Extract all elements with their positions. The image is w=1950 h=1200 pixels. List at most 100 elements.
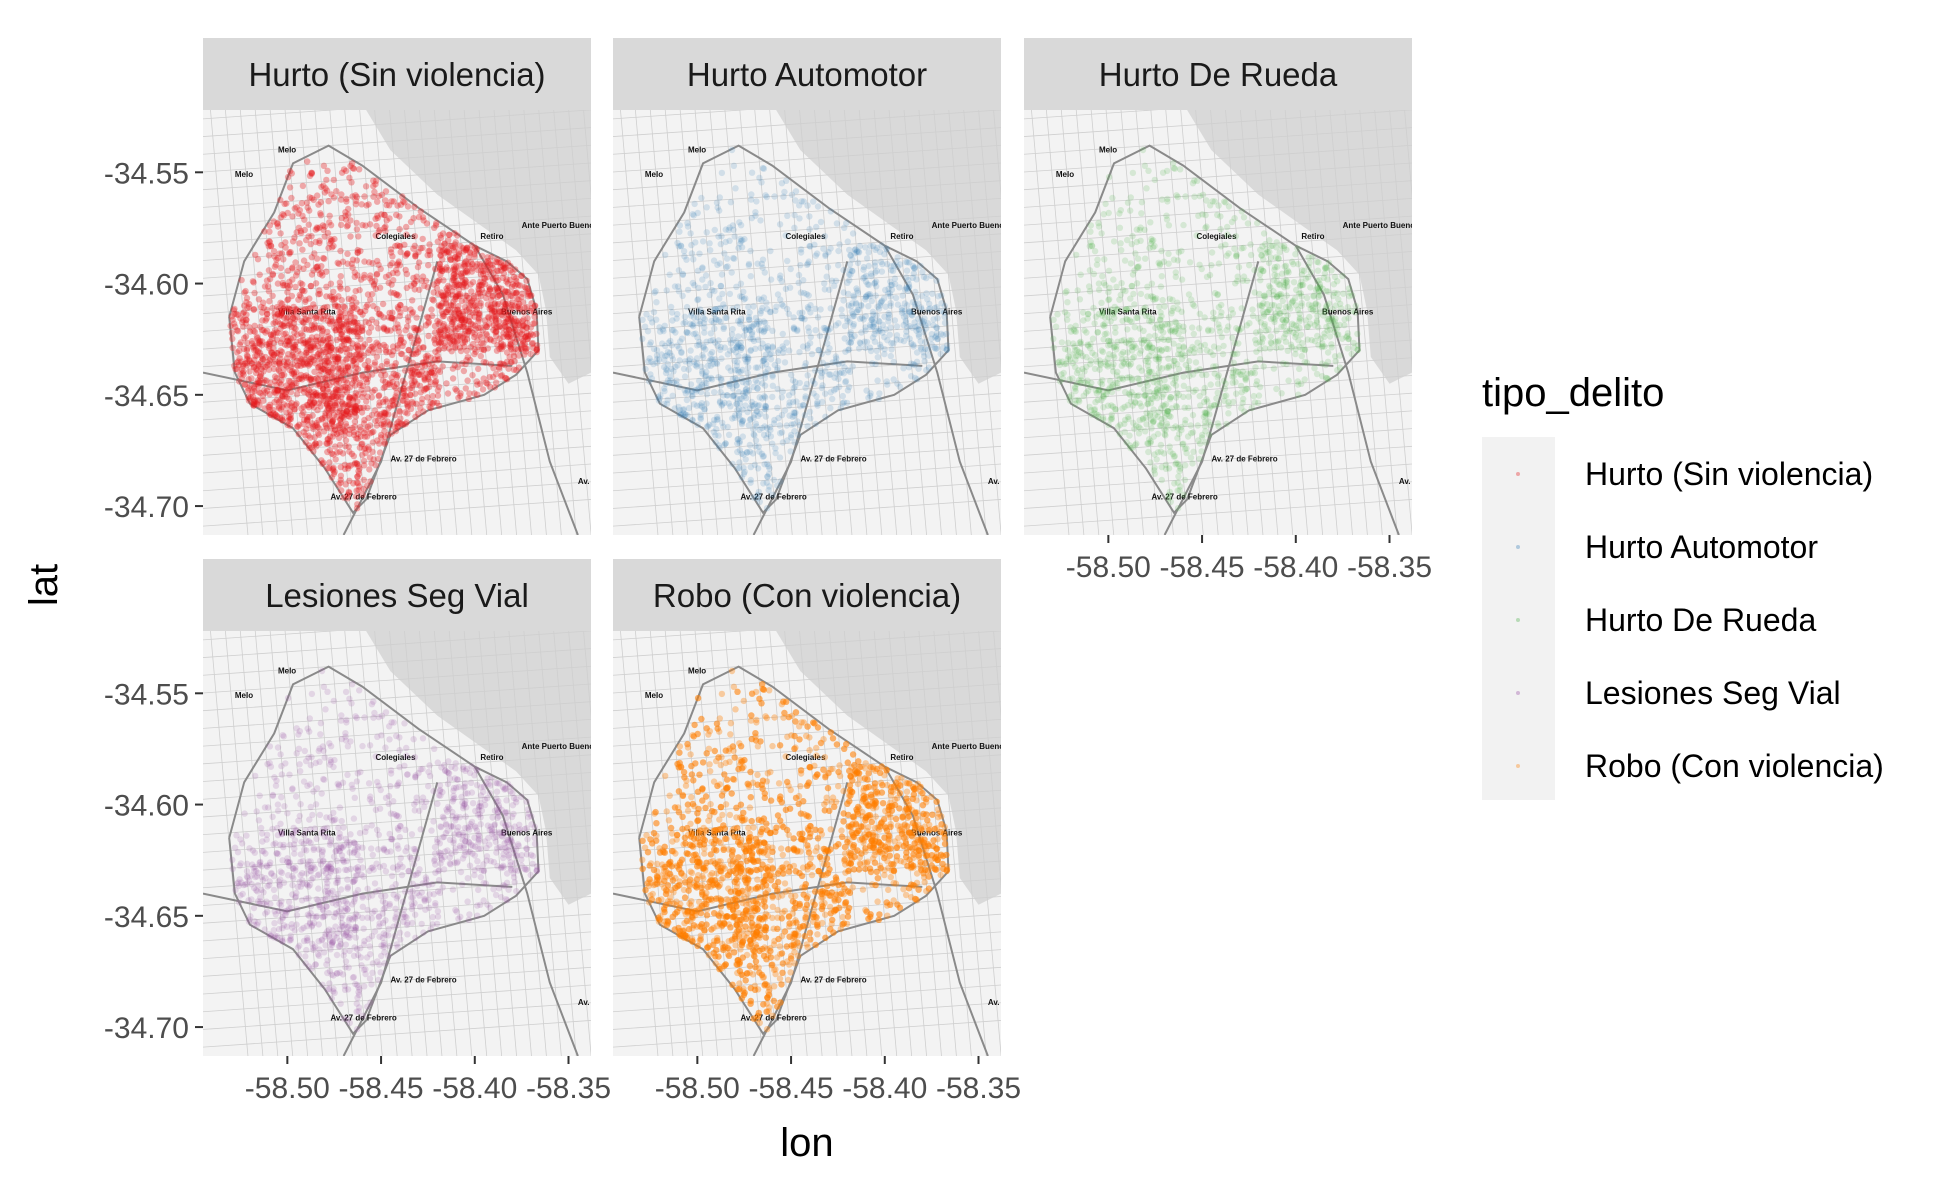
data-point xyxy=(822,251,829,258)
data-point xyxy=(685,329,692,337)
data-point xyxy=(915,322,922,329)
data-point xyxy=(1090,270,1098,278)
data-point xyxy=(688,392,695,399)
data-point xyxy=(492,370,500,378)
data-point xyxy=(1220,377,1228,384)
data-point xyxy=(1155,408,1162,416)
data-point xyxy=(1218,333,1226,341)
data-point xyxy=(684,412,691,419)
data-point xyxy=(241,302,248,309)
data-point xyxy=(849,313,856,320)
data-point xyxy=(281,392,288,400)
data-point xyxy=(1215,304,1223,311)
data-point xyxy=(333,385,340,393)
data-point xyxy=(1177,166,1184,173)
data-point xyxy=(457,334,464,341)
data-point xyxy=(471,346,478,353)
data-point xyxy=(732,375,739,382)
data-point xyxy=(856,339,864,346)
data-point xyxy=(281,314,288,321)
data-point xyxy=(1114,379,1121,387)
data-point xyxy=(825,327,832,334)
data-point xyxy=(872,246,879,253)
data-point xyxy=(849,363,856,370)
data-point xyxy=(314,423,321,431)
data-point xyxy=(370,177,377,184)
data-point xyxy=(1136,350,1144,357)
data-point xyxy=(415,327,422,334)
data-point xyxy=(1146,412,1154,419)
data-point xyxy=(520,339,527,347)
data-point xyxy=(405,347,413,354)
data-point xyxy=(277,299,284,306)
data-point xyxy=(1120,359,1127,366)
data-point xyxy=(256,349,264,357)
data-point xyxy=(862,244,869,251)
data-point xyxy=(1105,337,1112,345)
data-point xyxy=(700,314,707,322)
data-point xyxy=(376,342,383,350)
data-point xyxy=(1214,374,1222,381)
data-point xyxy=(1210,343,1218,350)
data-point xyxy=(518,293,525,301)
data-point xyxy=(445,249,453,256)
data-point xyxy=(228,329,236,337)
data-point xyxy=(453,272,460,279)
data-point xyxy=(827,325,834,332)
data-point xyxy=(270,413,278,420)
data-point xyxy=(1310,293,1317,300)
data-point xyxy=(394,270,401,277)
data-point xyxy=(920,273,928,281)
data-point xyxy=(1107,337,1114,345)
data-point xyxy=(522,333,529,341)
data-point xyxy=(307,344,314,351)
data-point xyxy=(792,409,799,416)
data-point xyxy=(800,401,807,409)
data-point xyxy=(1348,350,1355,358)
data-point xyxy=(1136,376,1143,383)
data-point xyxy=(383,358,390,365)
data-point xyxy=(738,344,745,351)
data-point xyxy=(1079,365,1086,373)
data-point xyxy=(735,405,743,412)
data-point xyxy=(1124,326,1131,333)
data-point xyxy=(675,288,683,295)
data-point xyxy=(905,287,912,294)
data-point xyxy=(266,228,273,235)
data-point xyxy=(733,283,740,290)
data-point xyxy=(318,358,325,365)
data-point xyxy=(1222,199,1229,206)
data-point xyxy=(294,347,302,355)
data-point xyxy=(1066,356,1074,363)
data-point xyxy=(666,379,673,387)
data-point xyxy=(367,296,374,303)
data-point xyxy=(941,302,948,310)
data-point xyxy=(758,260,765,267)
data-point xyxy=(1338,305,1345,312)
map-label: Retiro xyxy=(1301,232,1324,241)
data-point xyxy=(404,250,411,257)
data-point xyxy=(438,266,446,273)
data-point xyxy=(503,276,510,283)
data-point xyxy=(912,300,919,308)
data-point xyxy=(1124,360,1132,367)
data-point xyxy=(280,212,287,219)
data-point xyxy=(313,224,321,231)
data-point xyxy=(452,244,459,251)
data-point xyxy=(699,351,706,359)
data-point xyxy=(746,326,753,333)
data-point xyxy=(419,244,426,252)
data-point xyxy=(1088,242,1096,249)
data-point xyxy=(268,331,275,339)
data-point xyxy=(463,267,470,274)
data-point xyxy=(1116,430,1124,438)
data-point xyxy=(377,312,385,319)
data-point xyxy=(342,309,349,317)
data-point xyxy=(514,346,522,353)
data-point xyxy=(1261,293,1269,301)
data-point xyxy=(507,341,514,348)
data-point xyxy=(733,400,740,407)
data-point xyxy=(304,261,311,269)
map-label: Melo xyxy=(1056,170,1074,179)
data-point xyxy=(455,303,462,310)
